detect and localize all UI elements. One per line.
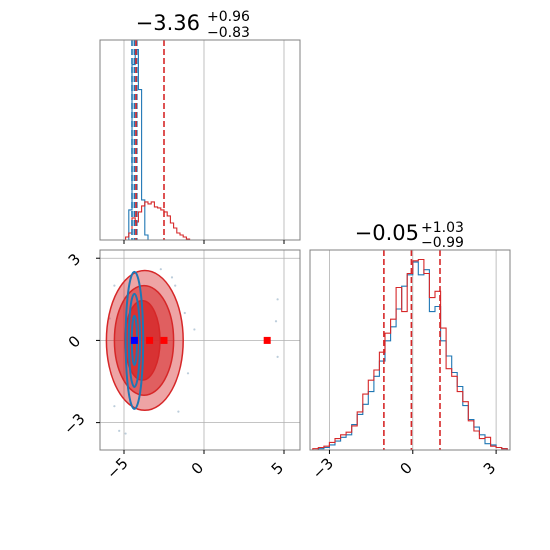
scatter-outlier-14: [276, 298, 279, 301]
hist-panel-param2: −3 0 3 −0.05 +1.03 −0.99: [309, 220, 511, 483]
scatter-xtick-label--5: −5: [103, 454, 131, 482]
hist-param2-xtick-label--3: −3: [309, 454, 337, 482]
scatter-outlier-3: [113, 284, 116, 287]
scatter-outlier-10: [274, 320, 278, 323]
scatter-outlier-1: [174, 284, 177, 287]
hist-panel-param1-ticks: [123, 240, 285, 244]
scatter-marker-1: [146, 336, 154, 344]
hist-panel-param1-title: −3.36: [136, 11, 200, 35]
scatter-panel-frame: [99, 249, 301, 451]
hist-panel-param2-frame: [309, 249, 511, 451]
scatter-outlier-11: [276, 355, 279, 358]
scatter-marker-0: [130, 336, 138, 344]
scatter-outlier-0: [170, 276, 174, 279]
hist-param2-xtick-label-0: 0: [397, 459, 416, 478]
hist-param1-hist-blue: [125, 48, 193, 240]
scatter-ytick-label-3: 3: [65, 250, 84, 269]
hist-panel-param2-plot: [312, 250, 508, 450]
hist-panel-param2-title-value: −0.05: [355, 221, 419, 245]
scatter-outlier-5: [183, 311, 186, 315]
hist-panel-param1-title-upper: +0.96: [207, 9, 250, 25]
hist-panel-param1-frame: [99, 39, 301, 241]
hist-panel-param1-background: [100, 40, 300, 240]
hist-panel-param1-title-value: −3.36: [136, 11, 200, 35]
scatter-panel-plot: [105, 268, 279, 435]
hist-panel-param1-grid: [123, 40, 285, 240]
scatter-blue-contour-1: [127, 292, 141, 388]
scatter-outlier-13: [159, 268, 162, 271]
scatter-outlier-8: [118, 429, 121, 432]
hist-panel-param2-title: −0.05: [355, 221, 419, 245]
hist-panel-param1-plot: [125, 40, 193, 240]
hist-panel-param2-ticks: −3 0 3: [309, 450, 499, 483]
hist-param2-hist-red: [312, 258, 508, 450]
scatter-marker-3: [263, 336, 271, 344]
hist-panel-param1: −3.36 +0.96 −0.83: [99, 9, 301, 244]
scatter-marker-2: [160, 336, 168, 344]
scatter-xtick-label-0: 0: [188, 459, 207, 478]
hist-param2-hist-blue: [312, 261, 508, 450]
scatter-outlier-9: [193, 328, 196, 331]
scatter-outlier-12: [124, 432, 127, 435]
hist-panel-param2-background: [310, 250, 510, 450]
scatter-ytick-label--3: −3: [60, 410, 88, 438]
scatter-xtick-label-5: 5: [268, 459, 287, 478]
hist-panel-param2-title-lower: −0.99: [421, 235, 464, 251]
scatter-outlier-6: [186, 372, 190, 375]
scatter-outlier-4: [113, 405, 116, 408]
hist-panel-param2-title-upper: +1.03: [421, 220, 464, 236]
scatter-blue-contour-0: [124, 270, 145, 410]
hist-panel-param1-title-lower: −0.83: [207, 25, 250, 41]
scatter-outlier-2: [177, 410, 180, 413]
scatter-panel: −5 0 5 −3 0 3: [60, 249, 301, 483]
hist-param2-xtick-label-3: 3: [480, 459, 499, 478]
hist-panel-param2-grid: [329, 250, 497, 450]
scatter-ytick-label-0: 0: [65, 332, 84, 351]
